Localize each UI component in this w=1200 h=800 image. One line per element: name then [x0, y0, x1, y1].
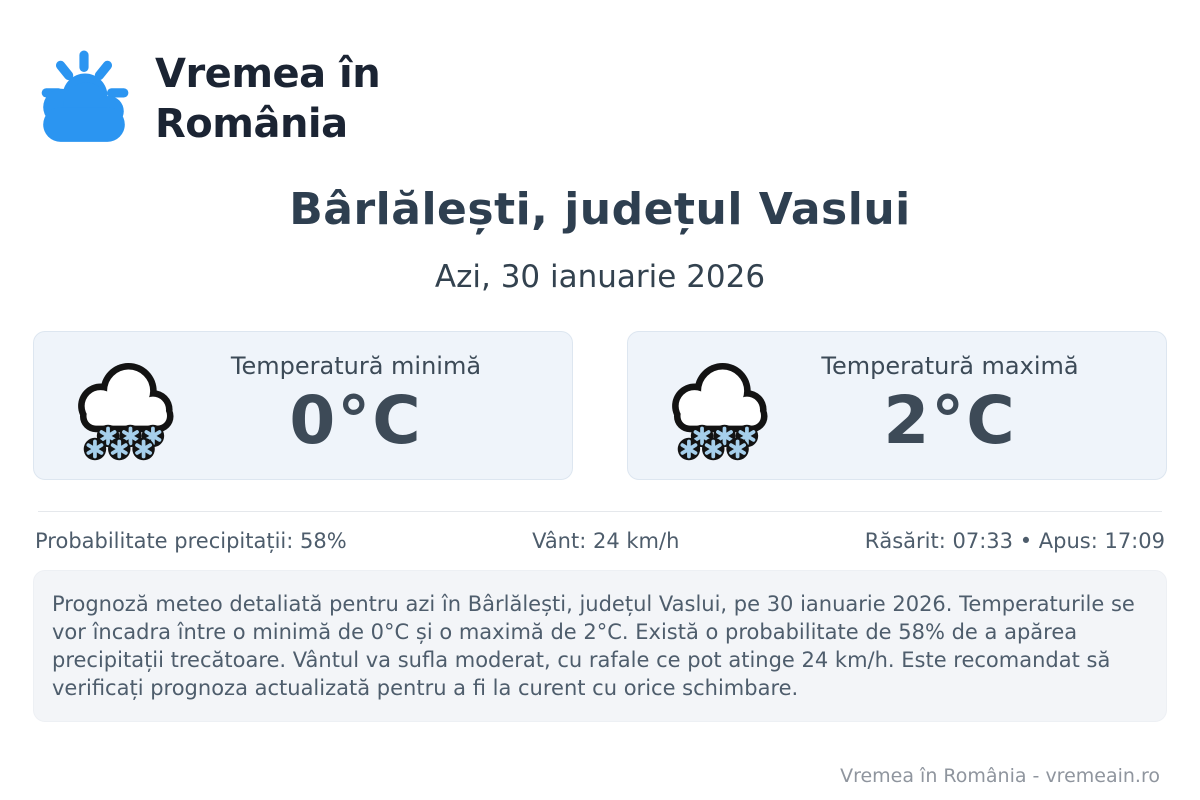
stats-row: Probabilitate precipitații: 58% Vânt: 24…	[33, 529, 1167, 553]
footer-credit: Vremea în România - vremeain.ro	[840, 765, 1160, 787]
sun-behind-cloud-icon	[41, 50, 129, 142]
sunrise-sunset-stat: Răsărit: 07:33 • Apus: 17:09	[864, 529, 1165, 553]
max-temperature-body: Temperatură maximă 2°C	[776, 352, 1124, 459]
min-temperature-label: Temperatură minimă	[230, 352, 482, 380]
precipitation-stat: Probabilitate precipitații: 58%	[35, 529, 347, 553]
max-temperature-card: Temperatură maximă 2°C	[627, 331, 1167, 480]
max-temperature-label: Temperatură maximă	[821, 352, 1079, 380]
site-logo[interactable]: Vremea în România	[33, 48, 1167, 150]
wind-stat: Vânt: 24 km/h	[532, 529, 680, 553]
logo-line-1: Vremea în	[155, 51, 381, 97]
max-temperature-value: 2°C	[883, 382, 1017, 459]
snow-cloud-icon	[658, 348, 776, 464]
site-logo-text: Vremea în România	[155, 49, 381, 149]
logo-line-2: România	[155, 101, 348, 147]
forecast-description: Prognoză meteo detaliată pentru azi în B…	[33, 570, 1167, 722]
min-temperature-card: Temperatură minimă 0°C	[33, 331, 573, 480]
page-title: Bârlălești, județul Vaslui	[289, 184, 911, 235]
stats-divider	[38, 511, 1162, 512]
date-subtitle: Azi, 30 ianuarie 2026	[434, 259, 766, 295]
min-temperature-body: Temperatură minimă 0°C	[182, 352, 530, 459]
snow-cloud-icon	[64, 348, 182, 464]
temperature-cards: Temperatură minimă 0°C Temperatură maxim…	[33, 331, 1167, 480]
min-temperature-value: 0°C	[289, 382, 423, 459]
